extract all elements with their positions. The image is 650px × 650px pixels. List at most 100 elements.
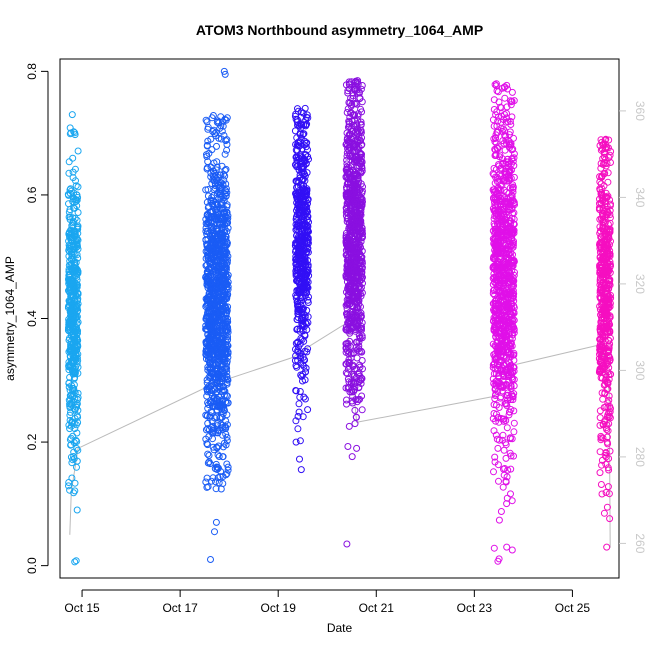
data-point [503, 543, 511, 551]
data-point [354, 80, 362, 88]
data-point [211, 182, 219, 190]
data-point [69, 274, 77, 282]
data-point [354, 116, 362, 124]
data-point [215, 181, 222, 189]
data-point [72, 352, 80, 360]
data-point [298, 306, 306, 314]
data-point [205, 433, 213, 441]
data-point [354, 174, 362, 182]
data-point [351, 420, 359, 428]
data-point [215, 134, 223, 142]
data-point [70, 343, 78, 351]
data-point [217, 122, 225, 130]
data-point [296, 281, 304, 289]
data-point [66, 395, 74, 403]
data-point [349, 248, 357, 256]
scatter-points-layer [64, 67, 615, 566]
data-point [203, 230, 211, 238]
data-point [204, 293, 212, 301]
data-point [295, 209, 303, 217]
data-point [292, 345, 299, 353]
data-point [224, 335, 232, 343]
data-point [215, 442, 222, 450]
data-point [352, 285, 360, 293]
data-point [219, 398, 226, 405]
data-point [224, 326, 232, 334]
data-point [302, 364, 310, 372]
data-point [205, 458, 213, 466]
data-point [222, 116, 230, 124]
data-point [510, 134, 517, 142]
data-point [212, 518, 220, 526]
data-point [293, 326, 301, 333]
data-point [291, 112, 299, 120]
data-point [352, 266, 360, 274]
data-point [303, 169, 311, 177]
data-point [205, 426, 213, 434]
data-point [295, 166, 303, 174]
data-point [297, 294, 305, 302]
data-point [223, 146, 231, 154]
series-4 [342, 77, 366, 548]
data-point [222, 185, 230, 193]
y-tick-label: 0.6 [25, 186, 39, 203]
data-point [213, 384, 221, 392]
data-point [345, 174, 353, 182]
data-point [216, 319, 224, 327]
data-point [344, 443, 352, 450]
data-point [297, 108, 305, 116]
data-point [344, 370, 351, 378]
y2-tick-label: 340 [633, 187, 647, 207]
data-point [211, 130, 219, 138]
data-point [303, 284, 311, 292]
data-point [203, 412, 211, 419]
data-point [74, 357, 82, 365]
data-point [356, 149, 364, 157]
data-point [303, 232, 311, 240]
data-point [65, 241, 73, 249]
data-point [301, 395, 309, 403]
data-point [292, 417, 300, 425]
data-point [294, 412, 302, 420]
data-point [294, 310, 302, 318]
data-point [71, 487, 79, 495]
data-point [67, 263, 75, 271]
data-point [349, 324, 357, 331]
data-point [220, 386, 228, 394]
data-point [292, 387, 300, 395]
data-point [353, 365, 360, 373]
chart-title: ATOM3 Northbound asymmetry_1064_AMP [196, 22, 483, 38]
data-point [222, 180, 230, 188]
data-point [301, 331, 309, 339]
data-point [343, 396, 350, 404]
data-point [358, 406, 366, 414]
data-point [352, 290, 360, 298]
data-point [73, 412, 81, 420]
data-point [65, 237, 73, 245]
data-point [502, 454, 510, 462]
data-point [349, 154, 357, 162]
data-point [70, 489, 78, 497]
data-point [206, 460, 214, 468]
data-point [71, 231, 79, 239]
y2-tick-label: 360 [633, 101, 647, 121]
data-point [73, 239, 81, 247]
data-point [212, 367, 220, 375]
data-point [69, 214, 77, 222]
data-point [299, 217, 307, 225]
data-point [297, 466, 305, 474]
data-point [70, 295, 78, 303]
series-6 [595, 135, 615, 551]
data-point [302, 121, 310, 129]
data-point [343, 134, 351, 142]
data-point [70, 453, 78, 460]
data-point [299, 130, 307, 138]
data-point [300, 198, 307, 206]
x-tick-label: Oct 19 [261, 601, 297, 615]
data-point [66, 130, 74, 138]
data-point [207, 222, 215, 230]
series-2 [202, 67, 232, 563]
data-point [202, 273, 210, 281]
data-point [221, 228, 229, 236]
data-point [208, 360, 216, 368]
